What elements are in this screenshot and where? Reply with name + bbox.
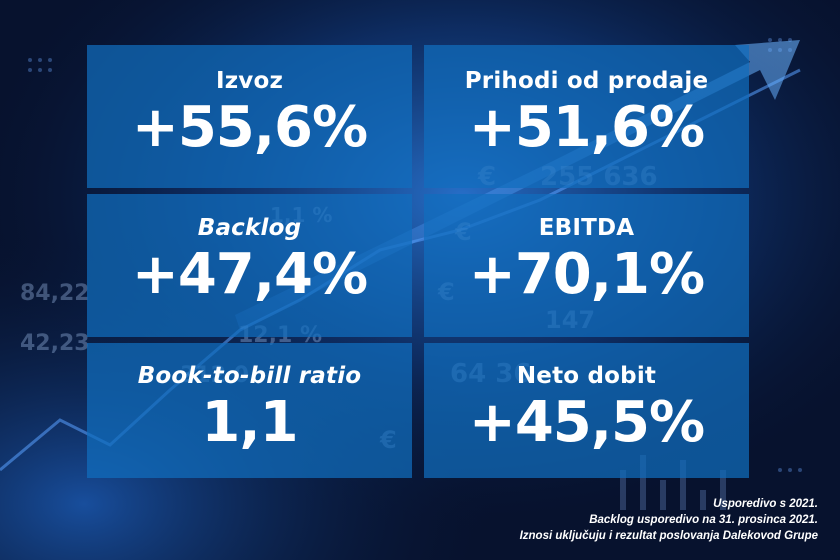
metric-card-prihodi-od-prodaje: Prihodi od prodaje +51,6% [424,45,749,188]
metric-value: +51,6% [468,95,705,160]
candlestick-bars [620,455,726,510]
metric-label: Backlog [197,215,302,241]
footnote-line: Usporedivo s 2021. [713,498,818,510]
metric-label: Neto dobit [516,363,657,389]
metric-value: +47,4% [131,242,368,307]
metric-label: Prihodi od prodaje [464,68,709,94]
metric-value: +45,5% [468,390,705,455]
footnote-line: Backlog usporedivo na 31. prosinca 2021. [589,514,818,526]
svg-text:84,22: 84,22 [20,281,90,306]
metric-value: +55,6% [131,95,368,160]
metric-label: Izvoz [215,68,284,94]
metric-card-backlog: Backlog +47,4% [87,194,412,337]
metric-value: 1,1 [201,390,298,455]
metric-label: EBITDA [538,215,635,241]
footnotes: Usporedivo s 2021. Backlog usporedivo na… [520,496,818,544]
metric-card-book-to-bill: Book-to-bill ratio 1,1 [87,343,412,478]
footnote-line: Iznosi uključuju i rezultat poslovanja D… [519,530,818,542]
metric-card-izvoz: Izvoz +55,6% [87,45,412,188]
metric-label: Book-to-bill ratio [137,363,362,389]
metric-card-neto-dobit: Neto dobit +45,5% [424,343,749,478]
svg-text:42,23: 42,23 [20,331,90,356]
metric-card-ebitda: EBITDA +70,1% [424,194,749,337]
metric-value: +70,1% [468,242,705,307]
